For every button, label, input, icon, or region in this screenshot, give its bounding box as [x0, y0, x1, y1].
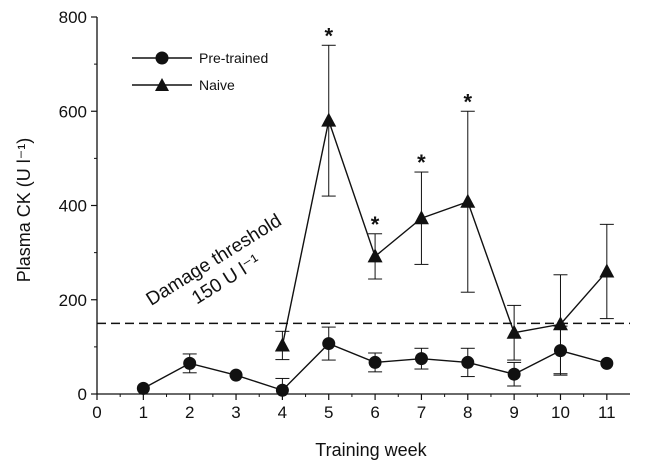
x-axis-title: Training week	[315, 440, 427, 460]
pre-trained-point	[414, 352, 428, 366]
legend-marker-naive	[155, 78, 169, 91]
x-tick-label-1: 1	[139, 403, 148, 422]
x-tick-label-4: 4	[278, 403, 287, 422]
legend-marker-pre-trained	[155, 51, 169, 65]
threshold-label: Damage threshold 150 U l⁻¹	[143, 210, 286, 310]
naive-point	[321, 112, 337, 127]
pre-trained-point	[183, 356, 197, 370]
legend: Pre-trained Naive	[132, 50, 268, 93]
x-tick-label-10: 10	[551, 403, 570, 422]
legend-label-naive: Naive	[199, 77, 235, 93]
x-tick-label-7: 7	[417, 403, 426, 422]
x-tick-label-9: 9	[509, 403, 518, 422]
pre-trained-point	[368, 355, 382, 369]
pre-trained-point	[461, 355, 475, 369]
y-tick-label-200: 200	[59, 291, 87, 310]
naive-point	[367, 248, 383, 263]
pre-trained-point	[229, 368, 243, 382]
significance-star: *	[464, 89, 473, 114]
legend-label-pre-trained: Pre-trained	[199, 50, 268, 66]
pre-trained-point	[136, 381, 150, 395]
pre-trained-point	[507, 367, 521, 381]
naive-point	[413, 210, 429, 225]
pre-trained-point	[322, 337, 336, 351]
x-tick-label-2: 2	[185, 403, 194, 422]
y-tick-label-600: 600	[59, 102, 87, 121]
naive-point	[274, 337, 290, 352]
x-tick-label-6: 6	[370, 403, 379, 422]
naive-point	[552, 316, 568, 331]
significance-star: *	[324, 23, 333, 48]
x-tick-label-3: 3	[231, 403, 240, 422]
significance-star: *	[371, 212, 380, 237]
naive-point	[599, 263, 615, 278]
y-tick-label-0: 0	[78, 385, 87, 404]
y-tick-label-400: 400	[59, 197, 87, 216]
y-axis-title: Plasma CK (U l⁻¹)	[14, 138, 34, 283]
naive-line	[281, 118, 608, 346]
significance-star: *	[417, 150, 426, 175]
x-tick-label-8: 8	[463, 403, 472, 422]
y-tick-label-800: 800	[59, 8, 87, 27]
x-tick-label-0: 0	[92, 403, 101, 422]
axes-layer: 0 1 2 3 4 5 6 7 8 9 10 11 0 200 400 600 800	[59, 8, 630, 422]
x-tick-label-11: 11	[598, 403, 616, 422]
naive-point	[460, 193, 476, 208]
x-tick-label-5: 5	[324, 403, 333, 422]
naive-point	[506, 324, 522, 339]
pre-trained-point	[600, 356, 614, 370]
